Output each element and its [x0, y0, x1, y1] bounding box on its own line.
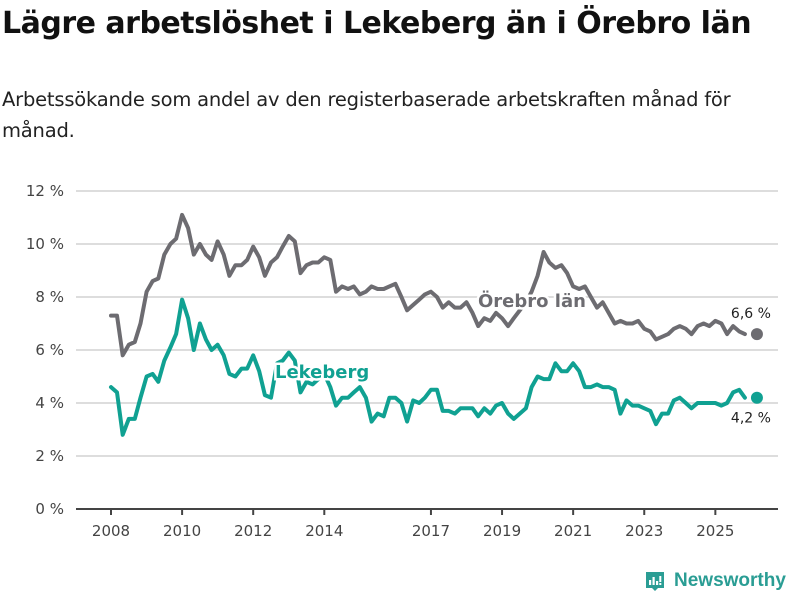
x-tick-label: 2023	[625, 522, 663, 540]
chart-subtitle: Arbetssökande som andel av den registerb…	[2, 88, 731, 142]
brand: Newsworthy	[644, 570, 786, 592]
series-line-orebro-lan	[109, 212, 747, 358]
y-tick-label: 2 %	[35, 447, 64, 465]
x-axis: 2008 2010 2012 2014 2017 2019 2021 2023 2025	[76, 508, 778, 540]
end-point-marker	[750, 391, 763, 404]
y-tick-label: 0 %	[35, 500, 64, 518]
x-tick-label: 2019	[483, 522, 521, 540]
end-value-label: 4,2 %	[731, 411, 771, 427]
series-line-lekeberg	[109, 297, 747, 437]
end-point-marker	[750, 328, 763, 341]
series-lines	[109, 212, 763, 437]
x-tick-label: 2008	[92, 522, 130, 540]
gridlines	[76, 190, 778, 457]
series-label-halo: Örebro län	[478, 290, 586, 312]
y-axis-tick-labels: 0 % 2 % 4 % 6 % 8 % 10 % 12 %	[26, 182, 64, 518]
end-value-label: 6,6 %	[731, 306, 771, 322]
chart-title: Lägre arbetslöshet i Lekeberg än i Örebr…	[2, 6, 752, 41]
x-tick-label: 2010	[163, 522, 201, 540]
newsworthy-logo-icon	[646, 572, 664, 591]
series-label-halo: Lekeberg	[275, 362, 369, 383]
x-tick-label: 2025	[696, 522, 734, 540]
y-tick-label: 4 %	[35, 394, 64, 412]
x-tick-label: 2012	[234, 522, 272, 540]
y-tick-label: 8 %	[35, 288, 64, 306]
series-label-orebro-lan: Örebro län	[478, 290, 586, 312]
x-tick-label: 2017	[412, 522, 450, 540]
x-tick-label: 2014	[305, 522, 343, 540]
y-tick-label: 10 %	[26, 235, 64, 253]
x-tick-label: 2021	[554, 522, 592, 540]
y-tick-label: 6 %	[35, 341, 64, 359]
y-tick-label: 12 %	[26, 182, 64, 200]
series-label-lekeberg: Lekeberg	[275, 362, 369, 383]
brand-name: Newsworthy	[674, 570, 786, 591]
